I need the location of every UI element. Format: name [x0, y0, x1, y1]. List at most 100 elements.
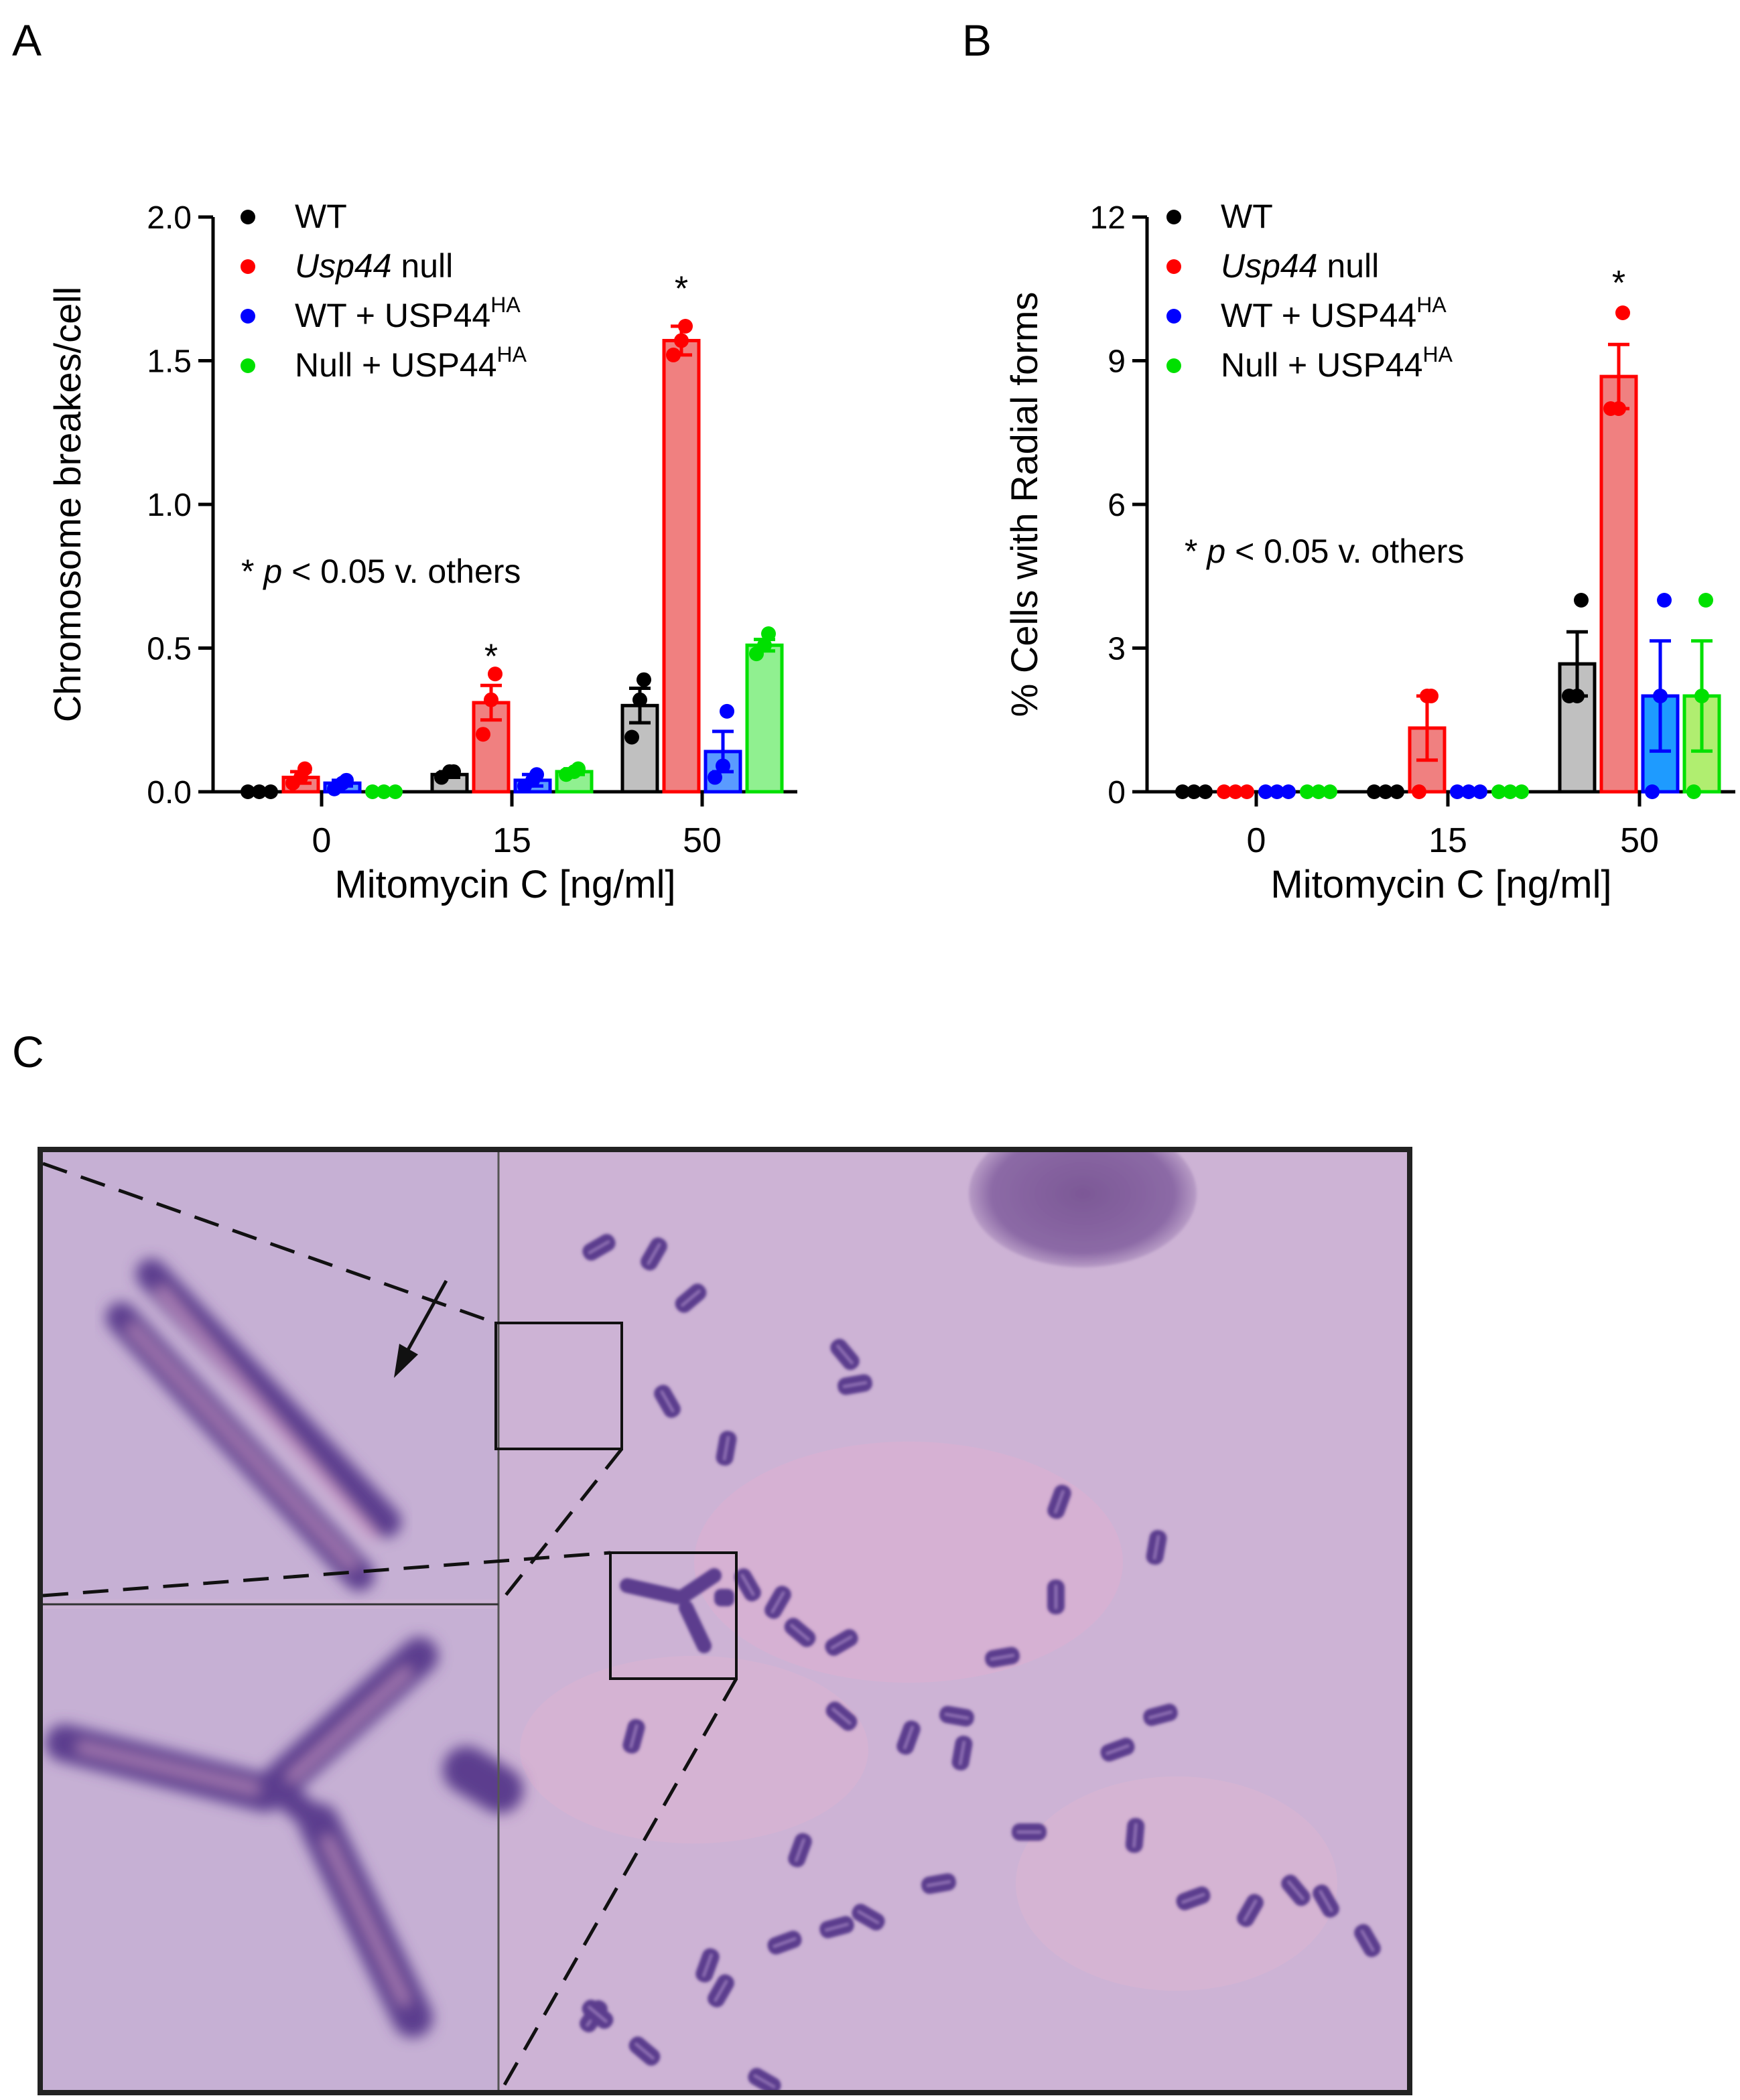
x-tick-label: 0 [312, 821, 332, 860]
data-point [488, 667, 503, 682]
data-point [297, 761, 312, 776]
chromatid-gap [825, 1922, 849, 1932]
data-point [1240, 784, 1254, 799]
chromatid-gap [836, 1344, 854, 1364]
data-point [1281, 784, 1296, 799]
legend-superscript: HA [1416, 293, 1447, 317]
radial-chromosome-arm [620, 1578, 685, 1604]
y-tick-label: 1.5 [147, 344, 192, 380]
legend-marker [241, 210, 255, 224]
chromatid-gap [843, 1381, 867, 1388]
legend-entry: WT + USP44HA [1221, 293, 1447, 334]
significance-star: * [675, 269, 688, 308]
chromatid-gap [927, 1880, 951, 1887]
y-tick-label: 0 [1108, 775, 1126, 811]
chromatid-gap [790, 1624, 810, 1641]
radial-chromosome-arm [679, 1600, 712, 1653]
data-point [446, 764, 461, 779]
data-point [637, 672, 651, 687]
x-tick-label: 0 [1247, 821, 1266, 860]
legend-text-post: null [392, 247, 454, 285]
micrograph-frame [38, 1147, 1412, 2095]
chromatid-gap [588, 2006, 608, 2023]
data-point [1424, 689, 1438, 703]
legend-entry: WT [295, 198, 347, 235]
legend-text: WT [1221, 198, 1273, 235]
data-point [1311, 784, 1326, 799]
legend-entry: Usp44 null [295, 247, 453, 285]
bar [662, 338, 701, 794]
legend-marker [1166, 210, 1181, 224]
legend-superscript: HA [1423, 342, 1453, 366]
legend-superscript: HA [490, 293, 521, 317]
p-value-annotation: * p < 0.05 v. others [241, 553, 521, 590]
data-point [1228, 784, 1243, 799]
data-point [241, 784, 255, 799]
interphase-nucleus [969, 1147, 1197, 1267]
legend-text-italic: Usp44 [295, 247, 392, 285]
data-point [252, 784, 267, 799]
legend-text-italic: Usp44 [1221, 247, 1318, 285]
chromatid-gap [1181, 1893, 1205, 1904]
data-point [365, 784, 380, 799]
arrow-head [394, 1344, 418, 1378]
data-point [388, 784, 403, 799]
chromatid-gap [702, 1953, 713, 1977]
x-tick-label: 50 [1620, 821, 1659, 860]
legend-text: WT + USP44 [1221, 297, 1416, 334]
chromatid-gap [959, 1741, 965, 1765]
data-point [377, 784, 391, 799]
chromatid-gap [771, 1591, 785, 1614]
chromatid-gap [1148, 1710, 1173, 1720]
legend-entry: Usp44 null [1221, 247, 1379, 285]
legend-marker [1166, 309, 1181, 324]
data-point [1378, 784, 1393, 799]
arrow-line [403, 1279, 448, 1357]
zoom-box-top [494, 1322, 623, 1450]
x-tick-label: 50 [683, 821, 722, 860]
chromatid-gap [714, 1979, 728, 2002]
annotation-text: < 0.05 v. others [282, 553, 521, 590]
zoom-inset-top [43, 1152, 498, 1600]
chromatid-gap [1054, 1490, 1065, 1514]
data-point [624, 729, 639, 745]
x-tick-label: 15 [1428, 821, 1467, 860]
data-point [1175, 784, 1190, 799]
legend-marker [241, 358, 255, 373]
y-axis-label: % Cells with Radial forms [1003, 292, 1045, 717]
significance-star: * [484, 638, 498, 677]
data-point [1574, 593, 1589, 608]
data-point [1217, 784, 1231, 799]
chromatid-gap [990, 1654, 1014, 1661]
chromatid-gap [1287, 1880, 1304, 1900]
data-point [1698, 593, 1713, 608]
annotation-star: * [241, 553, 263, 590]
chart-a-chromosome-breaks: 0.0 0.5 1.0 1.5 2.0 Chromosome breakes/cell 0 1… [46, 198, 797, 906]
chromosome [714, 1589, 734, 1606]
chromatid-gap [830, 1635, 853, 1650]
legend-entry: WT + USP44HA [295, 293, 521, 334]
data-point [1570, 689, 1585, 703]
annotation-p: p [262, 553, 282, 590]
data-point [1390, 784, 1404, 799]
legend-entry: WT [1221, 198, 1273, 235]
data-point [476, 727, 490, 742]
data-point [1473, 784, 1487, 799]
data-point [1367, 784, 1382, 799]
legend-text-post: null [1318, 247, 1380, 285]
legend-superscript: HA [497, 342, 527, 366]
radial-chromosome-arm [675, 1568, 722, 1604]
data-point [1491, 784, 1506, 799]
data-point [571, 761, 586, 776]
data-point [1686, 784, 1701, 799]
panel-label-a: A [12, 15, 42, 65]
data-point [708, 770, 722, 785]
legend-marker [241, 259, 255, 274]
chromatid-gap [753, 2074, 776, 2089]
legend-marker [241, 309, 255, 324]
y-tick-label: 0.5 [147, 632, 192, 667]
chromatid-gap [857, 1910, 880, 1924]
chromatid-gap [629, 1724, 639, 1748]
y-tick-label: 1.0 [147, 488, 192, 523]
data-point [339, 772, 354, 788]
